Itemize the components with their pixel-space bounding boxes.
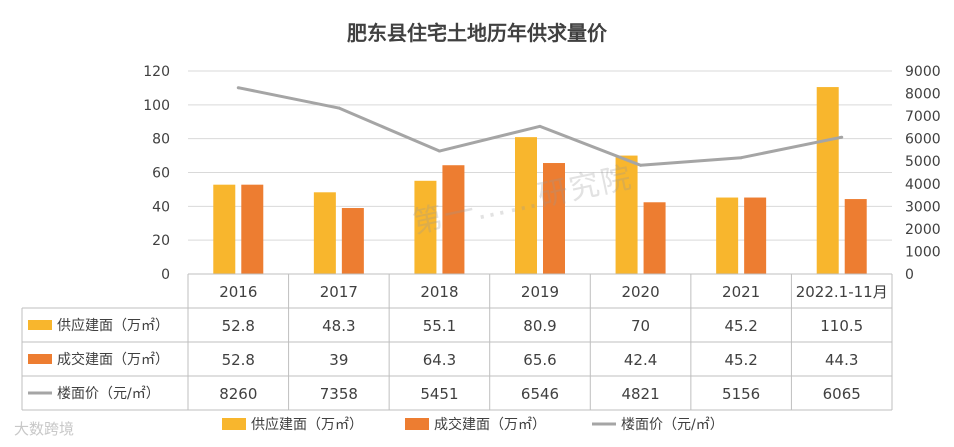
data-label: 42.4	[624, 351, 657, 369]
y-left-tick-label: 40	[152, 199, 170, 215]
data-label: 65.6	[523, 351, 556, 369]
y-left-tick-label: 20	[152, 233, 170, 249]
legend-key	[222, 418, 246, 430]
data-label: 48.3	[322, 317, 355, 335]
bar-deal	[744, 197, 767, 274]
table-legend-key	[28, 354, 52, 364]
price-point	[739, 156, 743, 160]
category-label: 2019	[521, 283, 559, 301]
data-label: 110.5	[820, 317, 863, 335]
legend-label: 成交建面（万㎡）	[434, 416, 546, 433]
y-left-tick-label: 100	[143, 98, 170, 114]
y-right-tick-label: 8000	[905, 87, 941, 103]
y-left-tick-label: 0	[161, 267, 170, 283]
bar-supply	[213, 184, 236, 274]
bar-supply	[313, 192, 336, 274]
data-label: 39	[329, 351, 348, 369]
bar-supply	[716, 197, 739, 274]
bar-supply	[816, 87, 839, 274]
data-label: 6546	[521, 385, 559, 403]
data-label: 45.2	[724, 317, 757, 335]
data-label: 8260	[219, 385, 257, 403]
bar-supply	[615, 155, 638, 274]
category-label: 2021	[722, 283, 760, 301]
logo: 大数跨境	[14, 420, 75, 438]
bar-supply	[515, 137, 537, 274]
price-point	[337, 106, 341, 110]
category-label: 2016	[219, 283, 257, 301]
data-label: 45.2	[724, 351, 757, 369]
bar-deal	[241, 184, 264, 274]
y-right-tick-label: 5000	[905, 154, 941, 170]
data-label: 80.9	[523, 317, 556, 335]
table-legend-key	[28, 320, 52, 330]
data-label: 44.3	[825, 351, 858, 369]
y-left-tick-label: 80	[152, 132, 170, 148]
legend-label: 供应建面（万㎡）	[251, 416, 363, 433]
category-label: 2017	[320, 283, 358, 301]
price-point	[236, 86, 240, 90]
data-label: 52.8	[222, 351, 255, 369]
chart-title: 肥东县住宅土地历年供求量价	[347, 21, 608, 45]
data-label: 64.3	[423, 351, 456, 369]
y-right-tick-label: 9000	[905, 64, 941, 80]
price-point	[538, 124, 542, 128]
legend-key	[405, 418, 429, 430]
category-label: 2022.1-11月	[796, 283, 888, 301]
table-series-name: 成交建面（万㎡）	[57, 351, 169, 368]
y-right-tick-label: 6000	[905, 132, 941, 148]
data-label: 7358	[320, 385, 358, 403]
y-right-tick-label: 3000	[905, 199, 941, 215]
table-series-name: 供应建面（万㎡）	[57, 317, 169, 334]
price-point	[840, 135, 844, 139]
data-label: 4821	[621, 385, 659, 403]
category-label: 2020	[621, 283, 659, 301]
price-point	[639, 163, 643, 167]
data-label: 5156	[722, 385, 760, 403]
bar-deal	[341, 208, 364, 274]
y-left-tick-label: 60	[152, 166, 170, 182]
price-point	[437, 149, 441, 153]
data-label: 70	[631, 317, 650, 335]
data-label: 6065	[823, 385, 861, 403]
bar-supply	[414, 180, 437, 274]
bar-deal	[442, 165, 465, 274]
bar-deal	[844, 199, 867, 274]
y-right-tick-label: 2000	[905, 222, 941, 238]
data-label: 55.1	[423, 317, 456, 335]
y-left-tick-label: 120	[143, 64, 170, 80]
table-series-name: 楼面价（元/㎡）	[57, 386, 160, 402]
legend-label: 楼面价（元/㎡）	[621, 417, 724, 433]
data-label: 5451	[420, 385, 458, 403]
data-label: 52.8	[222, 317, 255, 335]
y-right-tick-label: 7000	[905, 109, 941, 125]
y-right-tick-label: 4000	[905, 177, 941, 193]
category-label: 2018	[420, 283, 458, 301]
y-right-tick-label: 0	[905, 267, 914, 283]
bar-deal	[643, 202, 666, 274]
y-right-tick-label: 1000	[905, 244, 941, 260]
bar-deal	[543, 163, 565, 274]
